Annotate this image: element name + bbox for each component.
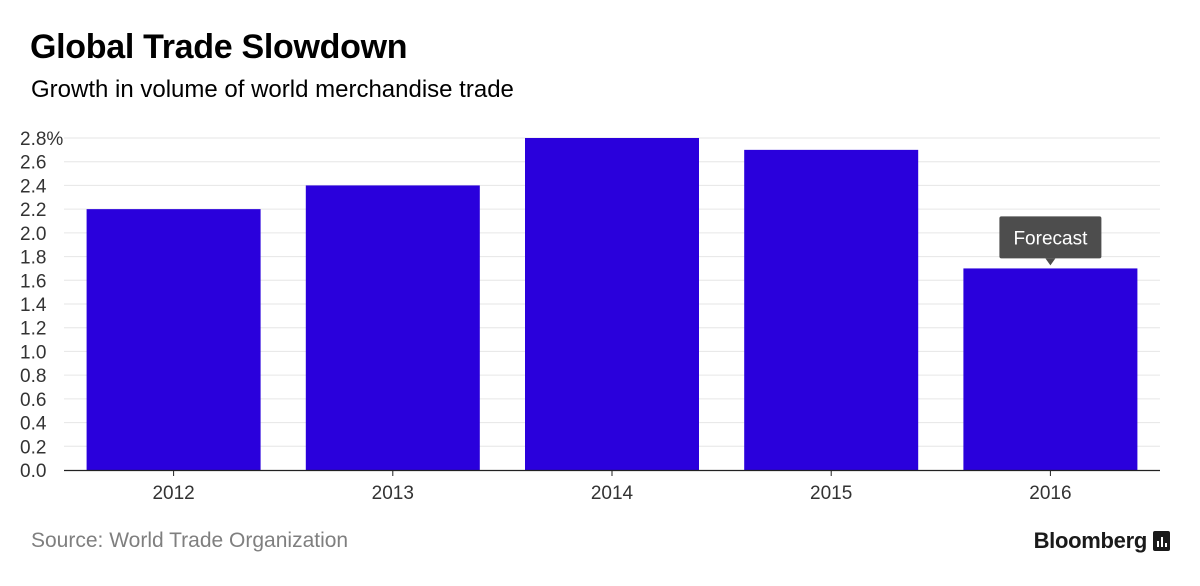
y-tick-label: 0.8 xyxy=(20,366,46,387)
y-tick-label: 0.6 xyxy=(20,390,46,411)
y-axis-ticks: 0.00.20.40.60.81.01.21.41.61.82.02.22.42… xyxy=(20,129,63,482)
y-tick-label: 2.2 xyxy=(20,200,46,221)
y-tick-label: 2.0 xyxy=(20,224,46,245)
y-tick-label: 1.8 xyxy=(20,248,46,269)
y-tick-label: 0.4 xyxy=(20,414,47,435)
chart-title: Global Trade Slowdown xyxy=(30,28,408,66)
forecast-callout: Forecast xyxy=(999,216,1102,266)
x-axis-ticks: 2012 2013 2014 2015 2016 xyxy=(152,470,1072,504)
y-tick-label: 2.4 xyxy=(20,176,47,197)
bar-2014 xyxy=(525,138,699,470)
bar-2015 xyxy=(744,149,919,470)
x-tick-label: 2012 xyxy=(152,483,194,504)
y-tick-label: 1.4 xyxy=(20,295,47,316)
y-tick-label: 2.8% xyxy=(20,129,63,150)
x-tick-label: 2016 xyxy=(1029,483,1071,504)
bloomberg-bars-icon xyxy=(1153,531,1170,551)
brand-name: Bloomberg xyxy=(1033,528,1148,553)
y-tick-label: 2.6 xyxy=(20,153,46,174)
y-tick-label: 0.0 xyxy=(20,461,46,482)
annotations: Forecast xyxy=(999,216,1102,266)
x-tick-label: 2014 xyxy=(591,483,634,504)
callout-pointer xyxy=(1045,258,1056,266)
bars xyxy=(86,138,1138,470)
x-tick-label: 2013 xyxy=(372,483,414,504)
y-tick-label: 0.2 xyxy=(20,437,46,458)
bar-2016 xyxy=(963,268,1138,470)
chart-subtitle: Growth in volume of world merchandise tr… xyxy=(31,76,514,103)
callout-box xyxy=(999,216,1102,259)
y-tick-label: 1.6 xyxy=(20,271,46,292)
callout-text: Forecast xyxy=(1013,228,1088,249)
bar-2013 xyxy=(305,185,480,470)
x-tick-label: 2015 xyxy=(810,483,852,504)
brand-logo: Bloomberg xyxy=(1034,528,1170,554)
bar-2012 xyxy=(86,209,261,470)
y-tick-label: 1.0 xyxy=(20,342,46,363)
y-tick-label: 1.2 xyxy=(20,319,46,340)
source-note: Source: World Trade Organization xyxy=(31,529,349,552)
